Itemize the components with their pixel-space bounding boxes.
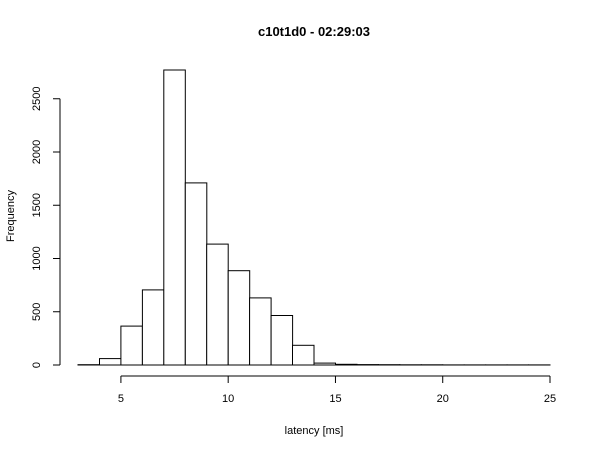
x-tick-label-3: 20 (437, 393, 449, 405)
x-tick-label-0: 5 (118, 393, 124, 405)
histogram-bar-3 (142, 290, 164, 365)
histogram-bar-7 (228, 271, 250, 365)
y-axis-label: Frequency (5, 190, 17, 242)
y-tick-label-1: 500 (31, 303, 43, 321)
histogram-bar-11 (314, 363, 336, 365)
chart-title: c10t1d0 - 02:29:03 (258, 24, 370, 39)
histogram-bars (78, 70, 550, 365)
y-tick-label-5: 2500 (31, 87, 43, 111)
histogram-bar-2 (121, 326, 142, 365)
y-tick-label-0: 0 (31, 362, 43, 368)
x-tick-label-1: 10 (222, 393, 234, 405)
histogram-bar-10 (293, 345, 315, 365)
y-axis: 0 500 1000 1500 2000 2500 (31, 87, 60, 369)
histogram-bar-4 (164, 70, 186, 365)
x-tick-label-2: 15 (329, 393, 341, 405)
histogram-bar-12 (336, 364, 358, 365)
y-tick-label-2: 1000 (31, 246, 43, 270)
histogram-bar-1 (100, 359, 122, 365)
y-tick-label-3: 1500 (31, 193, 43, 217)
histogram-bar-6 (207, 244, 229, 365)
histogram-bar-5 (185, 183, 207, 365)
x-tick-label-4: 25 (544, 393, 556, 405)
histogram-bar-9 (271, 316, 293, 366)
y-tick-label-4: 2000 (31, 140, 43, 164)
x-axis: 5 10 15 20 25 (118, 376, 556, 405)
x-axis-label: latency [ms] (285, 425, 344, 437)
histogram-bar-8 (250, 298, 272, 365)
